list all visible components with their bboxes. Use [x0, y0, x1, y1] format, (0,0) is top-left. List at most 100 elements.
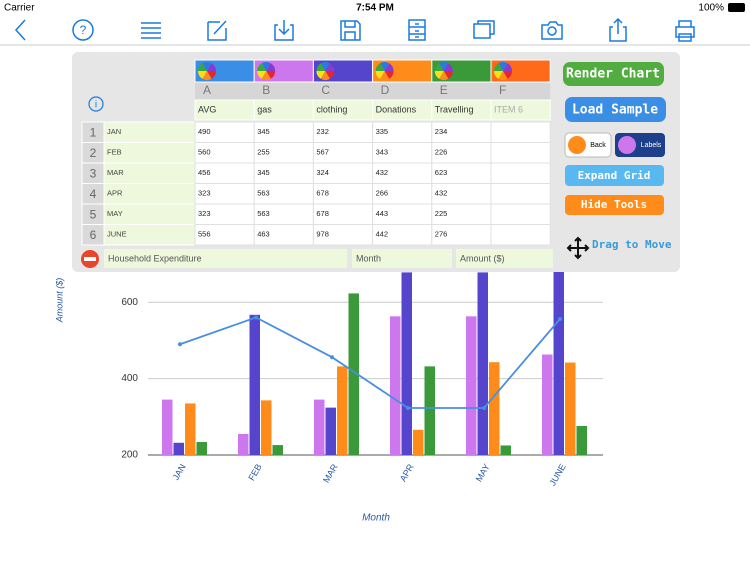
cell-value: 567	[316, 148, 329, 157]
edit-icon[interactable]	[207, 20, 227, 41]
render-button[interactable]	[563, 62, 664, 86]
row-number: 2	[90, 146, 97, 160]
bar	[390, 316, 401, 455]
bar	[565, 362, 576, 455]
cell-value: 266	[376, 189, 389, 198]
data-cell[interactable]	[490, 224, 551, 246]
drag-icon[interactable]	[566, 236, 590, 260]
bar	[173, 442, 184, 455]
list-icon[interactable]	[141, 22, 161, 39]
line-point	[178, 342, 182, 347]
row-label: JAN	[107, 127, 121, 136]
x-tick-label: JAN	[171, 462, 188, 482]
bar	[413, 429, 424, 455]
title-field-text: Household Expenditure	[108, 253, 202, 263]
column-letter: E	[440, 83, 448, 97]
data-cell[interactable]	[490, 183, 551, 205]
bar	[489, 362, 500, 455]
data-cell[interactable]	[490, 203, 551, 225]
save-icon[interactable]	[340, 20, 361, 41]
bar	[272, 445, 283, 455]
color-wheel-slice	[384, 63, 394, 71]
load-button[interactable]	[565, 97, 666, 122]
y-label-field[interactable]	[456, 249, 553, 268]
cell-value: 560	[198, 148, 211, 157]
bar	[542, 354, 553, 455]
bar	[325, 407, 336, 455]
color-wheel-slice	[434, 63, 444, 71]
cell-value: 276	[435, 230, 448, 239]
expand-button[interactable]	[565, 165, 664, 186]
share-icon[interactable]	[609, 17, 627, 42]
camera-icon[interactable]	[541, 21, 563, 40]
data-cell[interactable]	[490, 142, 551, 164]
y-tick-label: 400	[121, 373, 138, 384]
title-field[interactable]	[104, 249, 347, 268]
color-wheel-slice	[257, 63, 267, 71]
color-wheel-slice	[494, 71, 503, 79]
x-label-field[interactable]	[352, 249, 452, 268]
data-cell[interactable]	[490, 162, 551, 184]
chart: 200 400 600 Amount ($) Month JAN FEB MAR APR MAY J…	[54, 264, 603, 524]
labels-label: Labels	[641, 142, 662, 149]
color-wheel-slice	[494, 63, 503, 71]
bar	[162, 399, 173, 455]
cell-value: 324	[316, 168, 329, 177]
color-wheel-slice	[443, 63, 453, 71]
svg-text:i: i	[95, 100, 97, 111]
cell-value: 432	[376, 168, 389, 177]
color-wheel-slice	[198, 71, 207, 79]
color-wheel-slice	[198, 63, 207, 71]
svg-text:?: ?	[80, 23, 87, 37]
battery-icon	[728, 3, 745, 12]
color-wheel-slice	[207, 71, 216, 79]
cell-value: 456	[198, 168, 211, 177]
color-wheel-slice	[325, 71, 335, 79]
info-icon[interactable]: i	[88, 96, 104, 112]
color-wheel-slice	[261, 61, 271, 71]
hide-label: Hide Tools	[581, 198, 647, 211]
x-axis-title: Month	[362, 513, 390, 524]
render-label: Render Chart	[566, 67, 660, 82]
cell-value: 443	[376, 209, 389, 218]
cell-value: 678	[316, 189, 329, 198]
cell-value: 442	[376, 230, 389, 239]
help-icon[interactable]: ?	[72, 19, 94, 41]
color-wheel-slice	[384, 71, 394, 79]
files-icon[interactable]	[408, 19, 426, 41]
bar	[424, 366, 435, 455]
row-number: 5	[90, 207, 97, 221]
color-wheel-slice	[316, 63, 326, 71]
bar	[401, 272, 412, 455]
color-wheel-slice	[503, 63, 512, 71]
cell-value: 623	[435, 168, 448, 177]
data-cell[interactable]	[490, 121, 551, 143]
line	[179, 316, 561, 409]
bar	[576, 425, 587, 455]
row-label: APR	[107, 189, 123, 198]
back-wheel	[568, 136, 586, 154]
color-wheel-slice	[443, 71, 453, 79]
column-name: clothing	[316, 104, 347, 114]
hide-button[interactable]	[565, 195, 664, 215]
x-tick-label: FEB	[246, 462, 263, 482]
bar	[185, 403, 196, 455]
row-number: 4	[90, 187, 97, 201]
back-icon[interactable]	[14, 19, 26, 41]
color-wheel-slice	[320, 61, 330, 71]
color-wheel-slice	[316, 71, 326, 79]
print-icon[interactable]	[675, 20, 695, 42]
windows-icon[interactable]	[473, 20, 495, 39]
color-wheel-slice	[503, 71, 512, 79]
letter-row-bg	[195, 82, 551, 100]
line-point	[406, 406, 410, 411]
column-name-cell	[490, 99, 551, 121]
bar	[500, 445, 511, 455]
color-wheel-slice	[434, 71, 444, 79]
download-icon[interactable]	[274, 20, 294, 41]
column-name: AVG	[198, 104, 216, 114]
color-wheel-slice	[202, 61, 212, 71]
drag-label: Drag to Move	[592, 238, 672, 251]
